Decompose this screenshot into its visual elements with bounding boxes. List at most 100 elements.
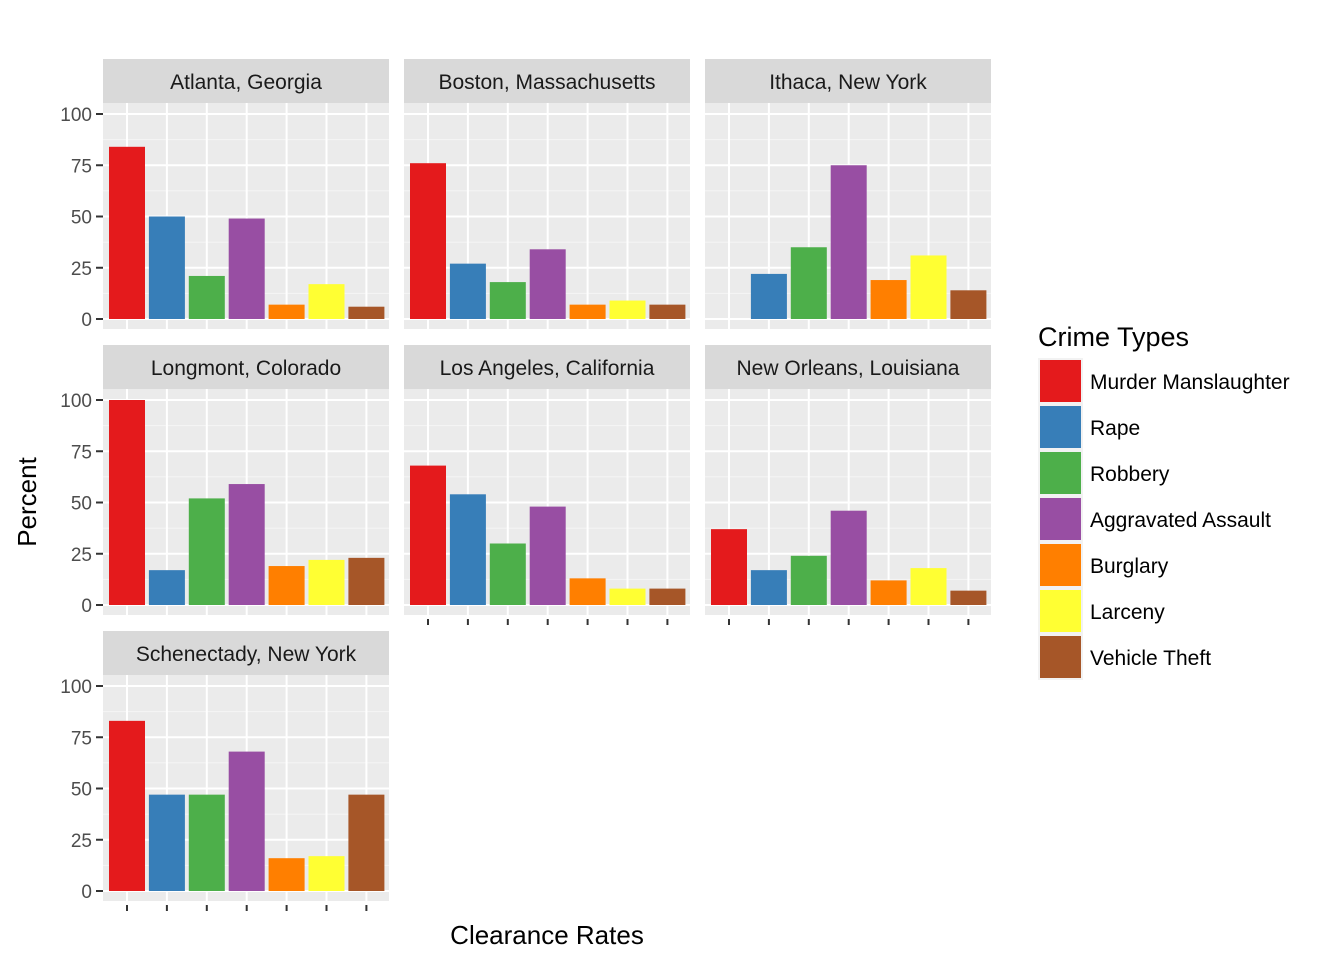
bar: [830, 510, 867, 605]
facet-panel: Schenectady, New York 0 25 50 75 100: [60, 631, 389, 911]
y-tick-label: 25: [71, 545, 92, 566]
legend-label: Larceny: [1090, 601, 1165, 624]
bar: [910, 255, 947, 319]
bar: [870, 280, 907, 319]
bar: [268, 566, 305, 605]
facet-panel: Los Angeles, California: [404, 345, 690, 625]
bar: [489, 282, 526, 319]
facet-strip: [404, 59, 690, 103]
facet-panel: Boston, Massachusetts: [404, 59, 690, 329]
y-tick-label: 100: [60, 105, 92, 126]
facet-strip: [705, 59, 991, 103]
bar: [449, 263, 486, 319]
legend-swatch: [1040, 636, 1081, 678]
y-tick-label: 100: [60, 391, 92, 412]
bar: [870, 580, 907, 605]
legend-label: Burglary: [1090, 555, 1169, 578]
legend-label: Murder Manslaughter: [1090, 371, 1290, 394]
facet-strip: [404, 345, 690, 389]
facet-strip: [103, 59, 389, 103]
facet-panels: Atlanta, Georgia 0 25 50 75 100 Boston, Massac…: [60, 59, 991, 911]
bar: [148, 216, 185, 319]
facet-strip-label: Los Angeles, California: [440, 357, 655, 380]
bar: [711, 529, 747, 605]
bar: [348, 557, 385, 605]
y-tick-label: 0: [81, 596, 92, 617]
bar: [109, 720, 145, 891]
bar: [308, 856, 345, 891]
x-axis-title: Clearance Rates: [450, 920, 644, 950]
y-tick-label: 50: [71, 494, 92, 515]
bar: [410, 163, 446, 319]
legend-label: Aggravated Assault: [1090, 509, 1271, 532]
bar: [188, 275, 225, 319]
bar: [188, 498, 225, 605]
legend-label: Vehicle Theft: [1090, 647, 1211, 670]
bar: [750, 273, 787, 319]
bar: [529, 249, 566, 319]
legend-swatch: [1040, 544, 1081, 586]
bar: [910, 568, 947, 605]
bar: [109, 146, 145, 319]
legend-swatch: [1040, 452, 1081, 494]
bar: [109, 400, 145, 605]
facet-strip: [103, 345, 389, 389]
legend-swatch: [1040, 498, 1081, 540]
facet-strip: [705, 345, 991, 389]
bar: [228, 218, 265, 319]
bar: [410, 465, 446, 605]
bar: [790, 555, 827, 605]
y-axis-title: Percent: [12, 456, 42, 546]
bar: [148, 570, 185, 605]
bar: [790, 247, 827, 319]
bar: [188, 794, 225, 891]
y-tick-label: 25: [71, 259, 92, 280]
legend-items: Murder Manslaughter Rape Robbery Aggravated…: [1038, 358, 1290, 680]
bar: [649, 304, 686, 319]
bar: [268, 304, 305, 319]
bar: [569, 304, 606, 319]
bar: [649, 588, 686, 605]
legend-swatch: [1040, 590, 1081, 632]
y-tick-label: 0: [81, 882, 92, 903]
bar: [148, 794, 185, 891]
legend-title: Crime Types: [1038, 322, 1189, 352]
y-tick-label: 25: [71, 831, 92, 852]
facet-panel: Ithaca, New York: [705, 59, 991, 329]
bar: [950, 590, 987, 605]
bar: [308, 559, 345, 605]
y-tick-label: 75: [71, 728, 92, 749]
legend-label: Robbery: [1090, 463, 1170, 486]
bar: [830, 165, 867, 319]
facet-strip-label: Schenectady, New York: [136, 643, 357, 666]
facet-panel: Longmont, Colorado 0 25 50 75 100: [60, 345, 389, 617]
bar: [529, 506, 566, 605]
y-tick-label: 100: [60, 677, 92, 698]
y-tick-label: 75: [71, 156, 92, 177]
bar: [609, 300, 646, 319]
bar: [268, 858, 305, 891]
legend-swatch: [1040, 360, 1081, 402]
bar: [449, 494, 486, 605]
facet-strip-label: Longmont, Colorado: [151, 357, 341, 380]
facet-strip-label: New Orleans, Louisiana: [737, 357, 960, 380]
bar: [569, 578, 606, 605]
bar: [228, 751, 265, 891]
bar: [609, 588, 646, 605]
bar: [228, 484, 265, 605]
legend: Crime Types Murder Manslaughter Rape Robbe…: [1038, 322, 1290, 680]
facet-strip-label: Atlanta, Georgia: [170, 71, 322, 94]
bar: [750, 570, 787, 605]
bar: [950, 290, 987, 319]
bar: [348, 306, 385, 319]
facet-strip: [103, 631, 389, 675]
y-tick-label: 75: [71, 442, 92, 463]
y-tick-label: 0: [81, 310, 92, 331]
facet-strip-label: Ithaca, New York: [769, 71, 927, 94]
legend-label: Rape: [1090, 417, 1140, 440]
bar: [308, 284, 345, 319]
legend-swatch: [1040, 406, 1081, 448]
bar: [348, 794, 385, 891]
y-tick-label: 50: [71, 780, 92, 801]
